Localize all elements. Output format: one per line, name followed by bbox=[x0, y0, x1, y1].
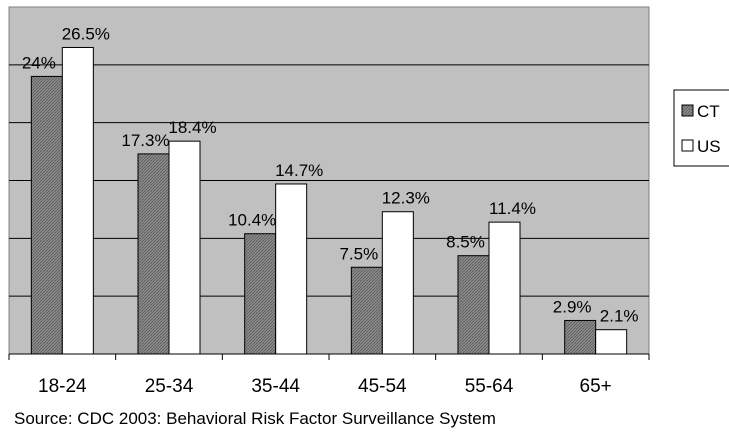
bar-ct-55-64 bbox=[457, 255, 490, 355]
x-tick-label: 55-64 bbox=[465, 376, 514, 397]
bar-us-25-34 bbox=[168, 140, 201, 355]
x-tick-label: 18-24 bbox=[38, 376, 87, 397]
data-label-us: 12.3% bbox=[382, 189, 430, 208]
data-label-us: 18.4% bbox=[168, 118, 216, 137]
data-label-ct: 10.4% bbox=[228, 211, 276, 230]
data-label-ct: 7.5% bbox=[339, 244, 378, 263]
legend-label-us: US bbox=[697, 137, 721, 156]
bar-us-18-24 bbox=[61, 46, 94, 355]
legend-label-ct: CT bbox=[697, 102, 720, 121]
data-label-ct: 17.3% bbox=[121, 131, 169, 150]
legend: CT US bbox=[673, 89, 729, 167]
bar-ct-18-24 bbox=[30, 75, 63, 355]
bar-us-65+ bbox=[595, 329, 628, 355]
data-label-us: 2.1% bbox=[600, 307, 639, 326]
x-tick-label: 25-34 bbox=[145, 376, 194, 397]
data-label-ct: 24% bbox=[22, 53, 56, 72]
bar-ct-25-34 bbox=[137, 153, 170, 355]
bar-us-35-44 bbox=[275, 183, 308, 355]
source-note: Source: CDC 2003: Behavioral Risk Factor… bbox=[14, 409, 496, 428]
x-tick-label: 65+ bbox=[580, 376, 612, 397]
data-label-us: 11.4% bbox=[489, 199, 536, 218]
legend-swatch-ct bbox=[681, 104, 694, 117]
data-label-ct: 2.9% bbox=[553, 297, 592, 316]
data-label-us: 26.5% bbox=[62, 24, 110, 43]
bars bbox=[30, 46, 628, 355]
gridlines bbox=[9, 64, 649, 297]
bar-ct-35-44 bbox=[244, 233, 277, 355]
x-tick-label: 35-44 bbox=[251, 376, 300, 397]
x-tick-label: 45-54 bbox=[358, 376, 407, 397]
data-labels: 24% 26.5% 17.3%18.4% 10.4% 14.7% 7.5% 12.3% 8.5… bbox=[22, 24, 639, 325]
data-label-ct: 8.5% bbox=[446, 233, 485, 252]
data-label-us: 14.7% bbox=[275, 161, 323, 180]
x-axis: 18-24 25-34 35-44 45-54 55-64 65+ bbox=[8, 353, 650, 397]
bar-ct-65+ bbox=[564, 319, 597, 355]
legend-swatch-us bbox=[681, 139, 694, 152]
legend-box bbox=[673, 89, 729, 167]
bar-ct-45-54 bbox=[350, 266, 383, 355]
bar-us-55-64 bbox=[488, 221, 521, 355]
bar-us-45-54 bbox=[381, 211, 414, 355]
